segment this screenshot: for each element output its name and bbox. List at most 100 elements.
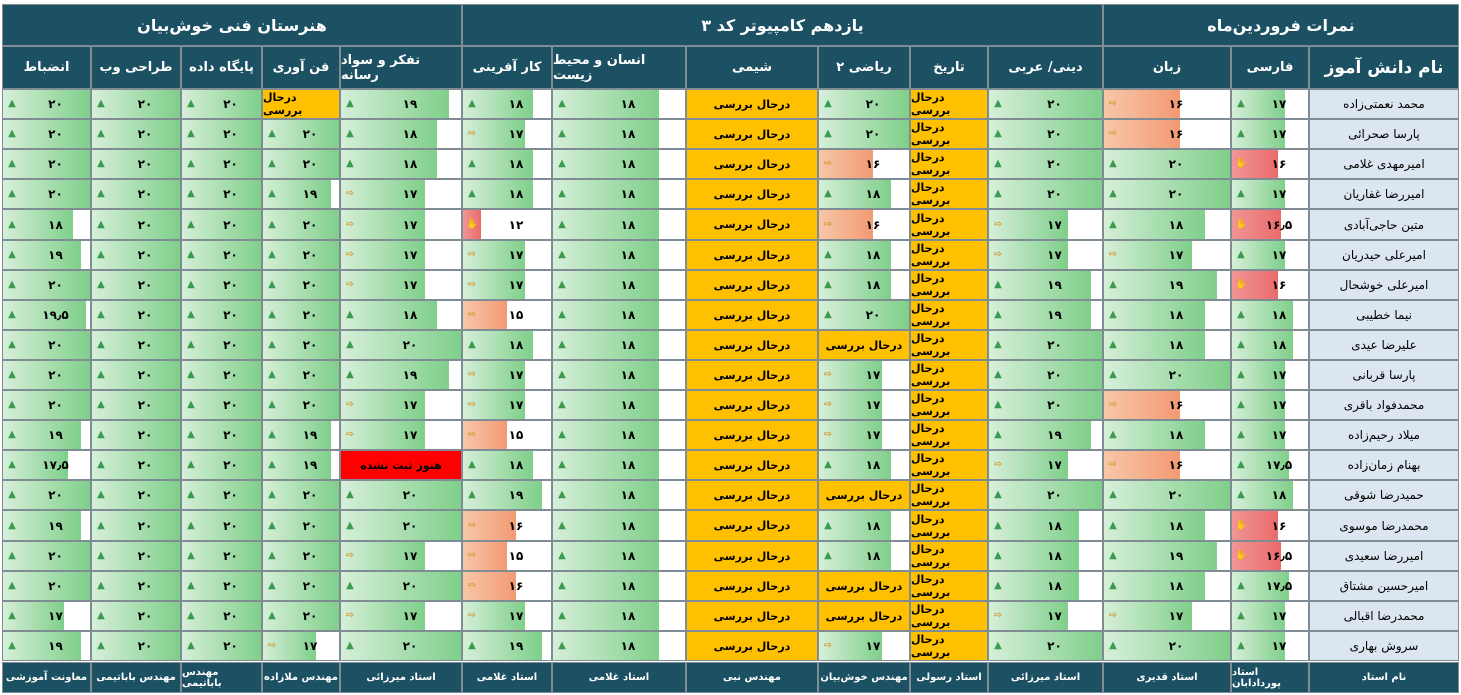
- arrow-up-icon: ▲: [97, 369, 105, 380]
- grade-cell: ▲ ۲۰: [262, 360, 340, 390]
- arrow-up-icon: ▲: [994, 158, 1002, 169]
- grade-bar: [553, 301, 659, 329]
- grade-pending-cell: درحال بررسی: [910, 390, 988, 420]
- grade-value: ۱۸: [865, 549, 881, 563]
- grade-value: ۱۶: [508, 579, 524, 593]
- grade-cell: ⇨ ۱۷: [462, 240, 552, 270]
- arrow-up-icon: ▲: [994, 429, 1002, 440]
- grade-bar: [1104, 241, 1193, 269]
- grade-value: ۲۰: [302, 278, 318, 292]
- grade-cell: ▲ ۱۹: [262, 179, 340, 209]
- grade-value: ۲۰: [1168, 187, 1184, 201]
- grade-bar: [3, 602, 64, 630]
- arrow-up-icon: ▲: [1109, 550, 1117, 561]
- arrow-up-icon: ▲: [1109, 519, 1117, 531]
- arrow-up-icon: ▲: [97, 550, 105, 561]
- grade-bar: [182, 210, 261, 239]
- grade-cell: ▲ ۲۰: [1103, 360, 1231, 390]
- grade-value: ۱۸: [402, 308, 418, 322]
- grade-value: ۲۰: [223, 368, 238, 382]
- grade-cell: ▲ ۲۰: [181, 390, 262, 420]
- grade-bar: [341, 271, 425, 299]
- subject-header: انسان و محیط زیست: [552, 46, 686, 89]
- grade-value: ۱۷: [402, 187, 418, 201]
- grade-value: ۲۰: [137, 398, 153, 412]
- grade-bar: [989, 391, 1102, 419]
- arrow-up-icon: ▲: [558, 339, 566, 350]
- grade-value: ۱۷: [302, 639, 318, 653]
- grade-bar: [341, 572, 461, 600]
- grade-cell: ▲ ۱۸: [552, 360, 686, 390]
- arrow-up-icon: ▲: [558, 218, 566, 230]
- grade-value: ۱۸: [620, 97, 636, 111]
- grade-cell: ▲ ۲۰: [91, 420, 181, 450]
- grade-value: ۱۷: [508, 398, 524, 412]
- arrow-up-icon: ▲: [558, 249, 566, 260]
- arrow-up-icon: ▲: [8, 309, 16, 320]
- grade-bar: [3, 451, 69, 479]
- arrow-right-icon: ⇨: [467, 309, 477, 320]
- arrow-up-icon: ▲: [558, 399, 566, 410]
- grade-value: ۱۸: [1168, 217, 1184, 232]
- grade-cell: ▲ ۱۹: [2, 631, 91, 661]
- arrow-up-icon: ▲: [558, 489, 566, 500]
- arrow-up-icon: ▲: [8, 459, 16, 470]
- grade-value: ۱۸: [508, 458, 524, 472]
- grade-bar: [1232, 90, 1286, 118]
- grade-cell: ▲ ۲۰: [262, 119, 340, 149]
- arrow-right-icon: ⇨: [467, 429, 477, 440]
- grade-value: ۱۷٫۵: [1265, 579, 1293, 593]
- grade-value: ۲۰: [223, 187, 238, 201]
- grade-value: ۱۹: [302, 187, 318, 201]
- grade-value: ۱۸: [620, 338, 636, 352]
- arrow-up-icon: ▲: [1109, 580, 1117, 591]
- grade-value: ۱۷: [508, 127, 524, 141]
- school-title: هنرستان فنی خوش‌بیان: [2, 4, 462, 46]
- arrow-up-icon: ▲: [346, 158, 354, 169]
- grade-cell: ▲ ۲۰: [91, 480, 181, 510]
- grade-bar: [1104, 150, 1230, 178]
- grade-bar: [1232, 511, 1278, 540]
- grade-value: ۱۷: [1168, 609, 1184, 623]
- grade-cell: ▲ ۲۰: [262, 330, 340, 360]
- grade-cell: ▲ ۱۸: [818, 270, 910, 300]
- grade-bar: [1104, 572, 1205, 600]
- grade-cell: ▲ ۲۰: [818, 119, 910, 149]
- grade-bar: [92, 210, 180, 239]
- grade-bar: [3, 271, 90, 299]
- grade-value: ۲۰: [223, 488, 238, 502]
- grade-bar: [1232, 361, 1286, 389]
- grade-value: ۱۷: [1271, 248, 1287, 262]
- grade-cell: ▲ ۱۸: [988, 510, 1103, 541]
- grade-value: ۱۷: [1271, 187, 1287, 201]
- grade-value: ۲۰: [223, 278, 238, 292]
- grade-cell: ▲ ۱۸: [818, 541, 910, 571]
- grade-bar: [341, 90, 449, 118]
- grade-value: ۱۷: [1168, 248, 1184, 262]
- arrow-up-icon: ▲: [97, 399, 105, 410]
- grade-cell: ✋ ۱۶٫۵: [1231, 541, 1309, 571]
- arrow-up-icon: ▲: [994, 188, 1002, 199]
- student-name: امیرعلی حیدریان: [1309, 240, 1459, 270]
- grade-bar: [553, 361, 659, 389]
- grade-value: ۱۷: [865, 368, 881, 382]
- grade-bar: [463, 421, 507, 449]
- grade-bar: [819, 150, 873, 178]
- grade-bar: [463, 120, 525, 148]
- grade-cell: ▲ ۲۰: [340, 330, 462, 360]
- grade-bar: [1232, 150, 1278, 178]
- arrow-up-icon: ▲: [558, 309, 566, 320]
- arrow-up-icon: ▲: [1237, 580, 1245, 591]
- arrow-up-icon: ▲: [1237, 98, 1245, 109]
- grade-bar: [553, 421, 659, 449]
- grade-value: ۱۸: [508, 157, 524, 171]
- grade-value: ۲۰: [1047, 398, 1062, 412]
- grade-cell: ⇨ ۱۷: [462, 360, 552, 390]
- grade-value: ۱۸: [402, 127, 418, 141]
- subject-header: ریاضی ۲: [818, 46, 910, 89]
- grade-value: ۱۶: [865, 217, 881, 232]
- grade-value: ۱۸: [620, 157, 636, 171]
- grade-cell: ▲ ۱۹٫۵: [2, 300, 91, 330]
- grade-value: ۲۰: [402, 488, 418, 502]
- arrow-up-icon: ▲: [824, 519, 832, 531]
